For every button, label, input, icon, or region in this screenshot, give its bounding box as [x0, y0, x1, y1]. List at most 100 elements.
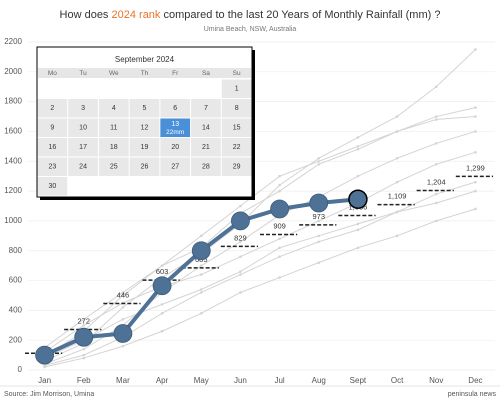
history-point: [160, 329, 164, 333]
series-point: [270, 199, 289, 219]
day-cell[interactable]: [98, 157, 129, 177]
day-label: 5: [143, 105, 147, 112]
history-point: [317, 219, 321, 223]
weekday-label: Mo: [48, 70, 57, 77]
day-cell[interactable]: [98, 138, 129, 157]
history-point: [356, 148, 360, 151]
day-label: 20: [171, 144, 179, 151]
series-point: [348, 189, 368, 210]
day-cell[interactable]: [221, 138, 252, 157]
y-tick-label: 1400: [4, 156, 22, 165]
history-point: [239, 204, 242, 208]
history-point: [474, 151, 477, 154]
benchmark-label: 973: [312, 212, 325, 221]
weekday-label: Fr: [172, 70, 179, 77]
history-point: [434, 118, 438, 121]
history-line: [44, 151, 476, 353]
history-point: [474, 180, 477, 184]
history-point: [121, 344, 125, 348]
history-point: [278, 183, 281, 187]
day-label: 4: [112, 105, 116, 112]
day-cell[interactable]: [68, 157, 98, 177]
y-tick-label: 2200: [4, 37, 22, 46]
day-label: 10: [79, 125, 87, 132]
day-cell[interactable]: [160, 99, 191, 118]
day-cell[interactable]: [221, 99, 252, 118]
series-point: [35, 345, 54, 365]
history-line: [44, 49, 476, 362]
day-cell[interactable]: [68, 118, 98, 138]
history-point: [82, 347, 86, 351]
series-point: [152, 276, 172, 296]
day-cell[interactable]: [37, 138, 68, 157]
history-point: [395, 234, 399, 238]
day-label: 6: [173, 105, 177, 112]
history-point: [199, 234, 203, 238]
day-label: 22: [233, 144, 241, 151]
history-point: [356, 246, 360, 250]
history-point: [474, 115, 477, 118]
source: Source: Jim Morrison, Umina: [4, 391, 94, 398]
day-label: 2: [50, 105, 54, 112]
weekday-label: Th: [141, 70, 149, 77]
day-cell[interactable]: [37, 157, 68, 177]
day-label: 1: [235, 86, 239, 93]
day-label: 13: [171, 121, 179, 128]
day-label: 18: [110, 144, 118, 151]
y-tick-label: 0: [18, 365, 23, 374]
history-point: [474, 189, 477, 193]
day-cell[interactable]: [160, 118, 191, 138]
x-tick-label: Oct: [391, 376, 404, 385]
history-point: [121, 291, 125, 294]
day-label: 8: [235, 105, 239, 112]
history-point: [434, 85, 438, 89]
day-cell[interactable]: [37, 99, 68, 118]
day-cell[interactable]: [221, 157, 252, 177]
history-point: [395, 156, 399, 160]
benchmark-label: 1,299: [466, 163, 485, 172]
day-cell[interactable]: [221, 118, 252, 138]
weekday-label: Su: [233, 70, 241, 77]
day-cell[interactable]: [191, 99, 221, 118]
day-cell[interactable]: [160, 157, 191, 177]
history-point: [474, 207, 477, 211]
day-cell[interactable]: [98, 118, 129, 138]
history-point: [434, 201, 438, 205]
day-cell[interactable]: [191, 157, 221, 177]
x-tick-label: Jun: [234, 376, 247, 385]
day-cell[interactable]: [191, 138, 221, 157]
x-tick-label: Nov: [429, 376, 443, 385]
day-cell[interactable]: [68, 138, 98, 157]
day-label: 15: [233, 125, 241, 132]
day-note: 22mm: [166, 129, 184, 136]
day-cell[interactable]: [191, 118, 221, 138]
series-point: [309, 193, 329, 213]
history-point: [474, 106, 477, 109]
day-cell[interactable]: [129, 138, 160, 157]
y-tick-label: 2000: [4, 67, 22, 76]
y-tick-label: 200: [9, 335, 23, 344]
day-cell[interactable]: [98, 99, 129, 118]
history-point: [317, 156, 321, 160]
day-cell[interactable]: [129, 99, 160, 118]
history-point: [199, 291, 203, 294]
history-point: [434, 219, 438, 223]
history-point: [160, 264, 164, 267]
history-point: [278, 174, 281, 178]
history-point: [278, 276, 281, 279]
history-point: [278, 189, 281, 193]
benchmark-label: 1,204: [427, 177, 446, 186]
series-line: [43, 197, 359, 357]
day-label: 14: [202, 125, 210, 132]
day-cell[interactable]: [160, 138, 191, 157]
day-cell[interactable]: [68, 99, 98, 118]
history-point: [434, 115, 438, 118]
day-cell[interactable]: [129, 118, 160, 138]
day-cell[interactable]: [221, 79, 252, 99]
day-cell[interactable]: [37, 177, 68, 196]
benchmark-label: 829: [234, 233, 247, 242]
x-tick-label: Apr: [156, 376, 169, 385]
history-point: [160, 312, 164, 315]
day-cell[interactable]: [129, 157, 160, 177]
day-cell[interactable]: [37, 118, 68, 138]
